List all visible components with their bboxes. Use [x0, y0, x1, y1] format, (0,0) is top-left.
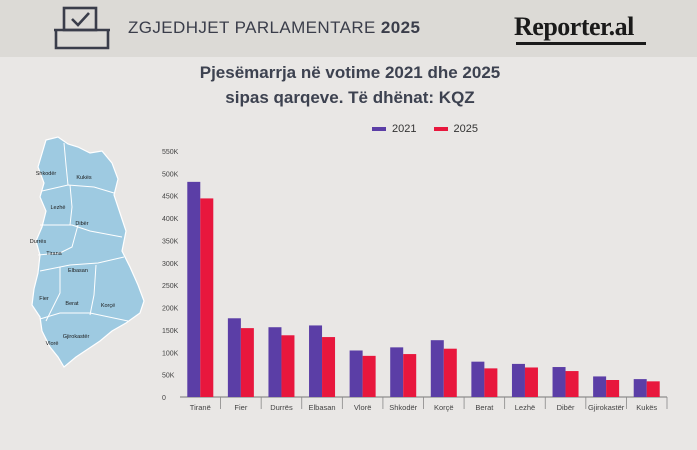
map-label: Korçë [101, 303, 115, 309]
x-tick-label: Berat [475, 403, 494, 412]
bar-2021 [309, 325, 323, 397]
y-tick-label: 400K [162, 216, 179, 223]
map-label: Fier [39, 296, 49, 302]
header-title: ZGJEDHJET PARLAMENTARE 2025 [128, 18, 421, 37]
map-label: Vlorë [46, 341, 59, 347]
bar-2021 [187, 181, 201, 397]
x-tick-label: Dibër [557, 403, 575, 412]
chart-title: Pjesëmarrja në votime 2021 dhe 2025 sipa… [160, 60, 540, 110]
y-tick-label: 300K [162, 261, 179, 268]
ballot-box-icon [54, 6, 110, 50]
map-label: Lezhë [51, 205, 66, 211]
y-tick-label: 100K [162, 350, 179, 357]
y-tick-label: 450K [162, 194, 179, 201]
x-tick-label: Korçë [434, 403, 454, 412]
map-label: Elbasan [68, 268, 88, 274]
albania-map: Shkodër Kukës Lezhë Dibër Durrës Tirana Elbasa… [30, 136, 145, 368]
bar-2021 [633, 379, 647, 397]
border-fier-berat [45, 267, 61, 322]
bar-2025 [362, 355, 376, 397]
y-tick-label: 200K [162, 306, 179, 313]
map-label: Tirana [46, 251, 62, 257]
legend-label-2025: 2025 [453, 123, 479, 135]
bar-2021 [349, 350, 363, 397]
map-label: Berat [65, 301, 79, 307]
x-tick-label: Fier [234, 403, 247, 412]
x-tick-label: Shkodër [389, 403, 417, 412]
map-label: Gjirokastër [63, 334, 90, 340]
map-labels: Shkodër Kukës Lezhë Dibër Durrës Tirana Elbasa… [30, 171, 115, 347]
bar-2025 [565, 371, 579, 397]
header-bar: ZGJEDHJET PARLAMENTARE 2025 Reporter.al [0, 0, 697, 57]
x-tick-label: Lezhë [515, 403, 535, 412]
legend-swatch-2021 [372, 127, 386, 131]
border-shkoder-lezhe [41, 184, 115, 194]
bar-2025 [322, 337, 336, 397]
bar-2021 [552, 367, 566, 397]
bar-2025 [403, 354, 417, 397]
border-vlore-gjirokaster [39, 312, 129, 322]
reporter-logo[interactable]: Reporter.al [514, 12, 634, 41]
chart-axes: 0 50K 100K 150K 200K 250K 300K 350K 400K 450K 500K… [162, 149, 668, 412]
chart-title-line1: Pjesëmarrja në votime 2021 dhe 2025 [199, 63, 501, 82]
legend-swatch-2025 [433, 127, 448, 131]
bar-2025 [200, 198, 214, 397]
bar-2021 [511, 363, 525, 397]
y-tick-label: 250K [162, 283, 179, 290]
legend-label-2021: 2021 [392, 123, 417, 135]
bar-2025 [524, 367, 538, 397]
border-elbasan [39, 256, 125, 272]
bar-2025 [443, 348, 457, 397]
bar-2021 [471, 361, 485, 397]
logo-underline [516, 42, 646, 45]
bar-2021 [390, 347, 404, 397]
y-tick-label: 150K [162, 328, 179, 335]
x-tick-label: Kukës [636, 403, 657, 412]
border-durres-tirana [40, 224, 123, 238]
x-tick-label: Durrës [270, 403, 293, 412]
bar-2021 [430, 340, 444, 397]
bar-2021 [593, 376, 607, 397]
y-tick-label: 500K [162, 171, 179, 178]
map-label: Kukës [76, 175, 92, 181]
border-lezhe-diber [69, 184, 73, 226]
map-outline [31, 136, 145, 368]
bar-2021 [227, 318, 241, 397]
x-tick-label: Vlorë [354, 403, 372, 412]
chart-title-line2: sipas qarqeve. Të dhënat: KQZ [225, 88, 475, 107]
x-tick-label: Tiranë [190, 403, 211, 412]
border-durres [37, 224, 79, 256]
border-berat-korce [89, 264, 97, 316]
map-label: Shkodër [36, 171, 57, 177]
legend-item-2021: 2021 [372, 123, 416, 135]
chart-bars [187, 181, 660, 397]
bar-2025 [281, 335, 295, 397]
bar-2025 [606, 380, 620, 397]
y-tick-label: 0 [162, 395, 166, 402]
legend-item-2025: 2025 [433, 123, 479, 135]
map-borders [37, 142, 129, 322]
bar-2025 [484, 368, 498, 397]
bar-2025 [646, 381, 660, 397]
map-label: Durrës [30, 239, 47, 245]
x-tick-label: Gjirokastër [588, 403, 625, 412]
chart-legend: 2021 2025 [372, 122, 492, 135]
map-label: Dibër [75, 221, 88, 227]
x-tick-label: Elbasan [308, 403, 335, 412]
bar-2021 [268, 327, 282, 397]
y-tick-label: 350K [162, 238, 179, 245]
y-tick-label: 550K [162, 149, 179, 156]
border-shkoder-kukes [63, 142, 69, 186]
y-tick-label: 50K [162, 373, 175, 380]
bar-2025 [240, 328, 254, 397]
